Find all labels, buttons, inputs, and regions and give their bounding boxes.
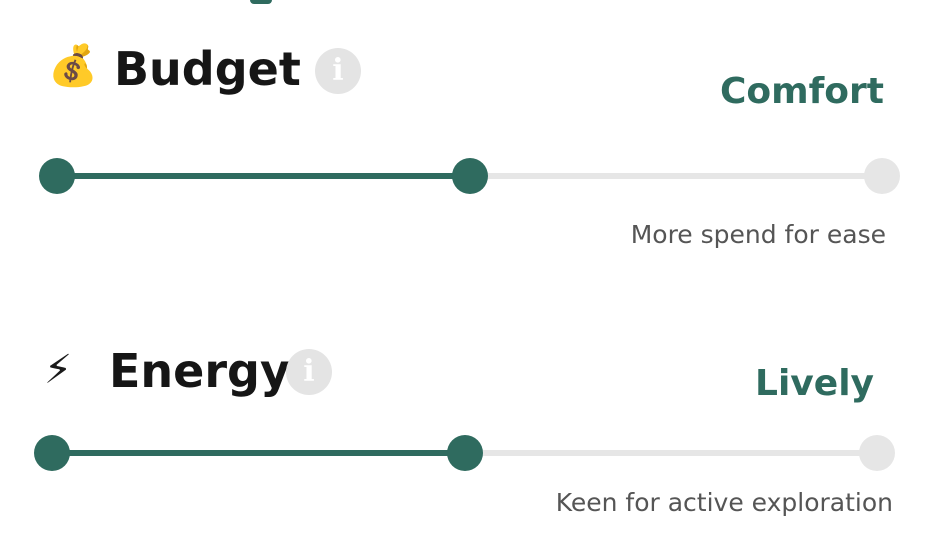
energy-level-label: Lively: [755, 363, 874, 404]
budget-level-description: More spend for ease: [630, 220, 886, 249]
budget-slider-stop-2[interactable]: [864, 158, 900, 194]
section-heading-fragment: [250, 0, 272, 4]
energy-preference: ⚡ Energy i Lively Keen for active explor…: [0, 300, 948, 544]
energy-slider-stop-1[interactable]: [446, 435, 483, 471]
energy-slider-stop-0[interactable]: [34, 435, 70, 471]
budget-slider-stop-0[interactable]: [39, 158, 75, 194]
budget-info-icon[interactable]: i: [315, 48, 361, 94]
energy-level-description: Keen for active exploration: [555, 488, 893, 517]
energy-slider-track[interactable]: [34, 435, 895, 471]
budget-slider-fill: [57, 173, 470, 179]
energy-info-icon[interactable]: i: [286, 349, 332, 395]
money-bag-icon: 💰: [48, 43, 98, 89]
energy-slider-fill: [52, 450, 465, 456]
budget-slider-track[interactable]: [39, 158, 900, 194]
budget-slider-stop-1[interactable]: [451, 158, 488, 194]
budget-preference: 💰 Budget i Comfort More spend for ease: [0, 0, 948, 270]
energy-title: Energy: [109, 344, 290, 398]
energy-slider-stop-2[interactable]: [859, 435, 895, 471]
budget-title: Budget: [114, 42, 301, 96]
budget-level-label: Comfort: [719, 71, 884, 112]
lightning-icon: ⚡: [44, 347, 73, 393]
